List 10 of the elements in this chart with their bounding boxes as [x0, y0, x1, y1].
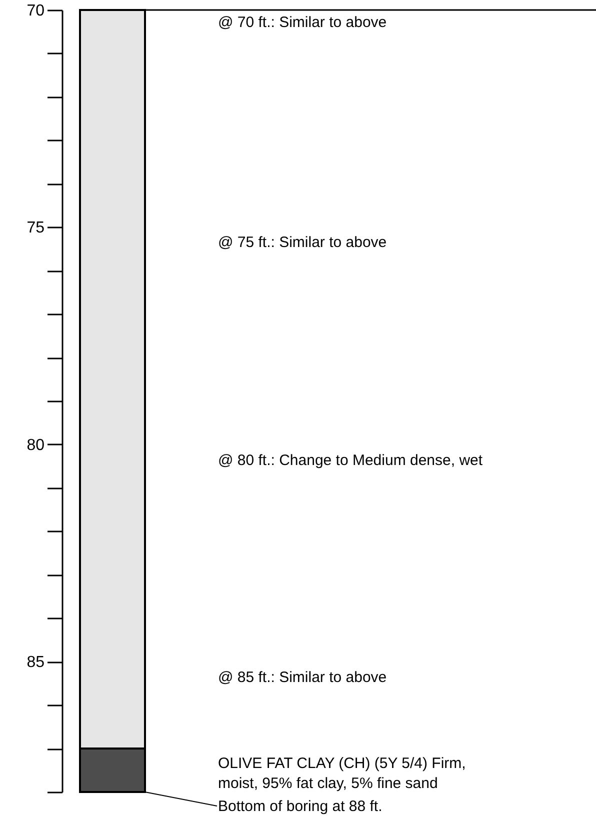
text: Bottom of boring at 88 ft. [218, 798, 382, 815]
y-tick-label: 70 [26, 2, 45, 20]
annotation: OLIVE FAT CLAY (CH) (5Y 5/4) Firm, moist, 95% fat clay, 5% fine sand [218, 755, 466, 792]
annotation: @ 80 ft.: Change to Medium dense, wet [218, 452, 484, 469]
annotation: @ 70 ft.: Similar to above [218, 14, 387, 31]
y-tick-label: 85 [26, 654, 45, 672]
y-tick-label: 80 [26, 436, 45, 454]
y-tick-label: 75 [26, 220, 45, 237]
annotation: @ 85 ft.: Similar to above [218, 669, 387, 686]
annotation: @ 75 ft.: Similar to above [218, 234, 387, 251]
